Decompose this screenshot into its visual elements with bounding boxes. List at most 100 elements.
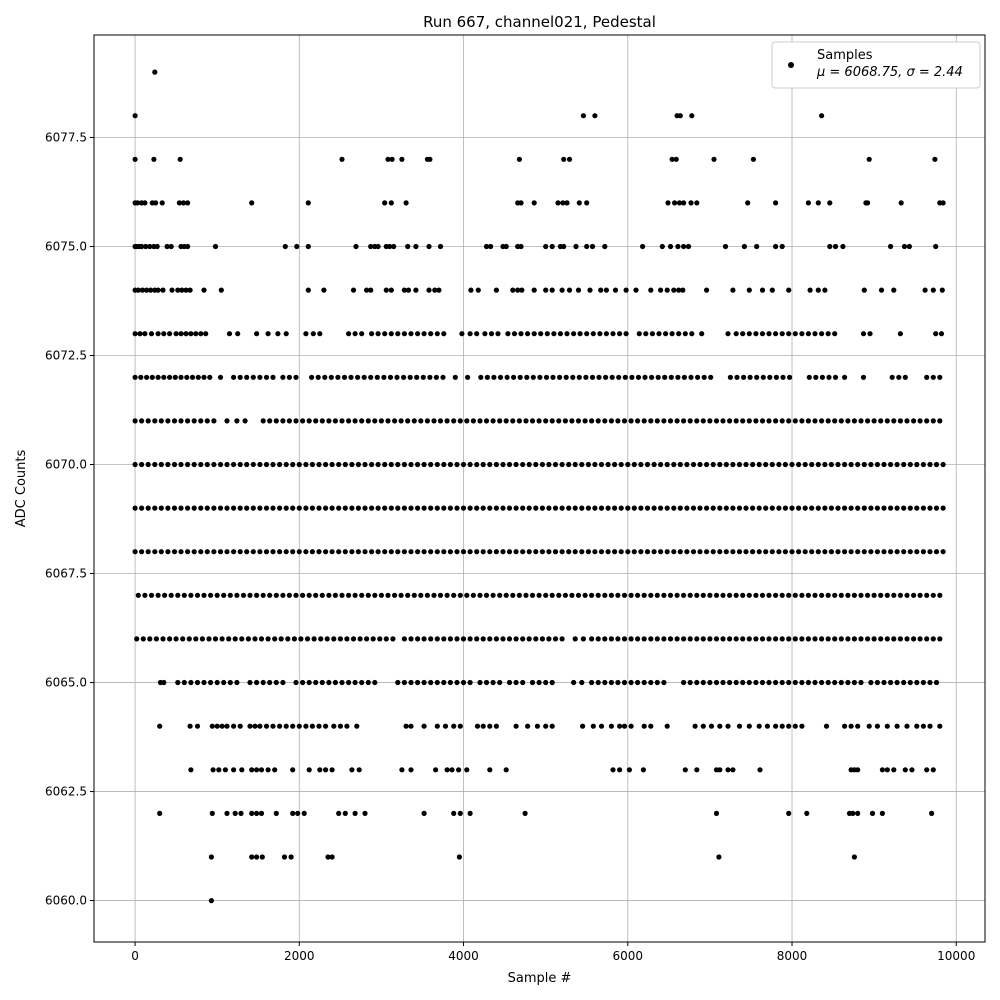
data-point: [329, 461, 335, 468]
data-point: [805, 418, 812, 424]
data-point: [927, 461, 933, 468]
data-point: [454, 461, 460, 468]
data-point: [500, 505, 506, 511]
data-point: [736, 723, 743, 729]
data-point: [661, 636, 667, 642]
data-point: [224, 723, 230, 729]
data-point: [306, 592, 312, 598]
data-point: [933, 679, 940, 686]
data-point: [759, 287, 766, 293]
data-point: [623, 287, 629, 293]
data-point: [273, 418, 279, 424]
data-point: [727, 374, 734, 380]
data-point: [608, 418, 615, 424]
data-point: [884, 418, 890, 424]
data-point: [754, 374, 760, 380]
data-point: [543, 287, 549, 293]
y-tick-label: 6067.5: [45, 567, 87, 581]
data-point: [157, 810, 163, 817]
data-point: [898, 200, 904, 206]
data-point: [677, 505, 683, 511]
data-point: [773, 331, 779, 337]
data-point: [147, 636, 153, 642]
data-point: [552, 636, 559, 642]
data-point: [756, 723, 762, 729]
data-point: [460, 636, 467, 642]
data-point: [221, 592, 227, 598]
data-point: [153, 636, 159, 642]
data-point: [231, 505, 237, 511]
data-point: [902, 767, 908, 773]
data-point: [513, 461, 519, 468]
data-point: [405, 592, 411, 598]
data-point: [526, 636, 532, 642]
data-point: [309, 461, 315, 468]
data-point: [605, 505, 611, 511]
data-point: [759, 592, 766, 598]
data-point: [272, 636, 278, 642]
data-point: [176, 200, 182, 206]
data-point: [286, 418, 292, 424]
data-point: [933, 331, 939, 337]
data-point: [819, 374, 826, 380]
data-point: [674, 592, 680, 598]
data-point: [562, 418, 569, 424]
data-point: [480, 549, 486, 555]
data-point: [457, 592, 463, 598]
data-point: [158, 549, 164, 555]
data-point: [635, 679, 641, 686]
data-point: [878, 287, 885, 293]
data-point: [560, 200, 566, 206]
data-point: [592, 113, 598, 119]
data-point: [254, 767, 260, 773]
data-point: [388, 461, 394, 468]
data-point: [181, 592, 187, 598]
data-point: [595, 418, 601, 424]
data-point: [543, 418, 549, 424]
data-point: [838, 418, 844, 424]
data-point: [658, 549, 664, 555]
data-point: [244, 374, 250, 380]
y-tick-label: 6077.5: [45, 130, 87, 144]
data-point: [676, 287, 682, 293]
data-point: [641, 679, 647, 686]
data-point: [644, 549, 651, 555]
data-point: [730, 287, 736, 293]
data-point: [483, 418, 490, 424]
data-point: [183, 331, 189, 337]
data-point: [766, 418, 772, 424]
data-point: [526, 549, 532, 555]
data-point: [746, 331, 752, 337]
data-point: [415, 679, 421, 686]
data-point: [904, 636, 910, 642]
data-point: [644, 505, 651, 511]
data-point: [707, 418, 713, 424]
data-point: [707, 592, 713, 598]
data-point: [460, 461, 467, 468]
data-point: [484, 374, 490, 380]
data-point: [293, 679, 299, 686]
data-point: [194, 592, 201, 598]
data-point: [710, 461, 716, 468]
data-point: [628, 723, 634, 729]
data-point: [451, 418, 457, 424]
data-point: [659, 243, 665, 250]
data-point: [257, 549, 263, 555]
data-point: [231, 374, 237, 380]
data-point: [897, 592, 904, 598]
data-point: [664, 549, 670, 555]
data-point: [337, 636, 343, 642]
data-point: [733, 679, 739, 686]
data-point: [792, 331, 798, 337]
data-point: [515, 287, 521, 293]
data-point: [440, 374, 446, 380]
data-point: [654, 418, 660, 424]
data-point: [546, 636, 552, 642]
data-point: [401, 331, 407, 337]
data-point: [727, 418, 733, 424]
data-point: [294, 243, 300, 250]
data-point: [559, 636, 565, 642]
data-point: [623, 331, 629, 337]
data-point: [561, 156, 567, 162]
data-point: [874, 679, 881, 686]
